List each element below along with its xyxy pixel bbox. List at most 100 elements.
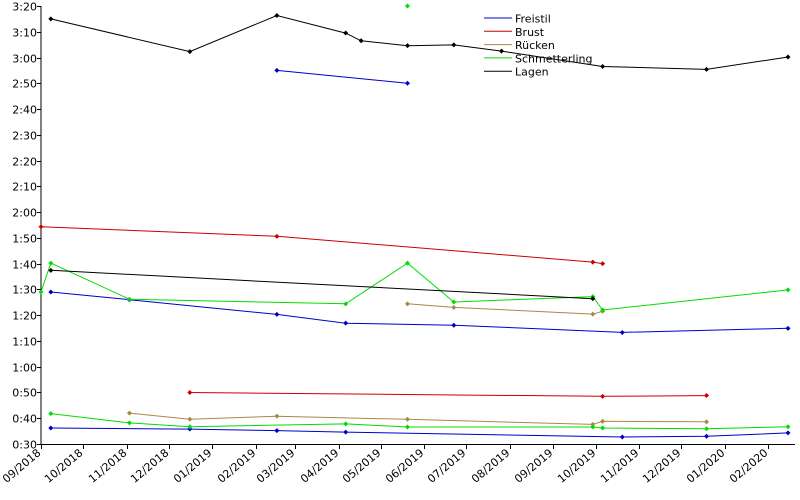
data-point	[600, 418, 606, 424]
legend-item: Lagen	[484, 66, 549, 79]
data-point	[48, 267, 54, 273]
data-point	[704, 426, 710, 432]
y-tick-label: 3:20	[12, 1, 37, 14]
data-point	[590, 296, 596, 302]
y-tick-label: 2:40	[12, 104, 37, 117]
x-tick-label: 02/2019	[215, 446, 258, 485]
x-tick-label: 03/2019	[254, 446, 297, 485]
y-tick-label: 2:50	[12, 78, 37, 91]
data-point	[451, 304, 457, 310]
data-point	[600, 425, 606, 431]
data-point	[499, 48, 505, 54]
series-line	[189, 392, 707, 397]
data-point	[600, 307, 606, 313]
series-brust	[38, 224, 710, 399]
x-tick-label: 07/2019	[425, 446, 468, 485]
y-tick-label: 1:10	[12, 336, 37, 349]
data-point	[785, 287, 791, 293]
y-tick-label: 1:00	[12, 362, 37, 375]
series-line	[276, 69, 408, 84]
series-line	[407, 303, 603, 315]
data-point	[785, 424, 791, 430]
x-tick-label: 11/2018	[86, 446, 129, 485]
data-point	[451, 299, 457, 305]
legend-label: Lagen	[515, 66, 549, 79]
x-tick-label: 01/2019	[171, 446, 214, 485]
series-line	[50, 269, 593, 300]
y-tick-label: 1:50	[12, 233, 37, 246]
data-point	[704, 66, 710, 72]
series-line	[129, 412, 707, 425]
legend-label: Schmetterling	[515, 52, 592, 65]
data-point	[704, 419, 710, 425]
data-point	[785, 54, 791, 60]
x-tick-label: 12/2018	[128, 446, 171, 485]
legend-label: Rücken	[515, 39, 555, 52]
y-tick-label: 2:10	[12, 181, 37, 194]
data-point	[590, 421, 596, 427]
data-point	[48, 16, 54, 22]
legend-label: Brust	[515, 26, 545, 39]
data-point	[404, 424, 410, 430]
x-tick-label: 10/2018	[42, 446, 85, 485]
data-point	[48, 411, 54, 417]
x-tick-label: 12/2019	[640, 446, 683, 485]
series-line	[40, 226, 603, 265]
x-tick-label: 09/2018	[0, 446, 43, 485]
data-point	[38, 224, 44, 230]
data-point	[358, 38, 364, 44]
series-freistil	[48, 67, 791, 440]
data-point	[785, 430, 791, 436]
data-point	[187, 389, 193, 395]
data-point	[48, 260, 54, 266]
data-point	[48, 289, 54, 295]
x-tick-label: 02/2020	[727, 446, 770, 485]
data-point	[274, 413, 280, 419]
data-point	[343, 421, 349, 427]
x-tick-label: 10/2019	[555, 446, 598, 485]
data-point	[274, 67, 280, 73]
y-tick-label: 1:20	[12, 310, 37, 323]
x-tick-label: 04/2019	[298, 446, 341, 485]
data-point	[619, 434, 625, 440]
y-tick-label: 2:00	[12, 207, 37, 220]
data-point	[274, 311, 280, 317]
data-point	[187, 416, 193, 422]
series-line	[50, 291, 789, 333]
data-point	[343, 320, 349, 326]
data-point	[785, 325, 791, 331]
data-point	[404, 260, 410, 266]
x-tick-label: 08/2019	[469, 446, 512, 485]
data-point	[704, 393, 710, 399]
x-tick-label: 01/2020	[684, 446, 727, 485]
data-point	[274, 233, 280, 239]
data-point	[343, 301, 349, 307]
data-point	[187, 49, 193, 55]
data-point	[126, 420, 132, 426]
data-point	[704, 433, 710, 439]
y-tick-label: 3:10	[12, 27, 37, 40]
data-point	[404, 3, 410, 9]
data-point	[404, 43, 410, 49]
series-line	[40, 262, 789, 311]
data-point	[404, 80, 410, 86]
y-tick-label: 3:00	[12, 53, 37, 66]
legend-item: Rücken	[484, 39, 555, 52]
data-point	[451, 322, 457, 328]
x-tick-label: 06/2019	[383, 446, 426, 485]
x-tick-label: 05/2019	[340, 446, 383, 485]
series-schmetterling	[38, 3, 791, 432]
data-point	[274, 428, 280, 434]
series-lagen	[48, 13, 791, 302]
legend-label: Freistil	[515, 13, 551, 26]
series-line	[50, 14, 789, 70]
data-point	[590, 424, 596, 430]
data-point	[126, 296, 132, 302]
y-tick-label: 0:30	[12, 439, 37, 452]
data-point	[590, 311, 596, 317]
data-point	[343, 30, 349, 36]
data-point	[600, 393, 606, 399]
data-point	[451, 42, 457, 48]
